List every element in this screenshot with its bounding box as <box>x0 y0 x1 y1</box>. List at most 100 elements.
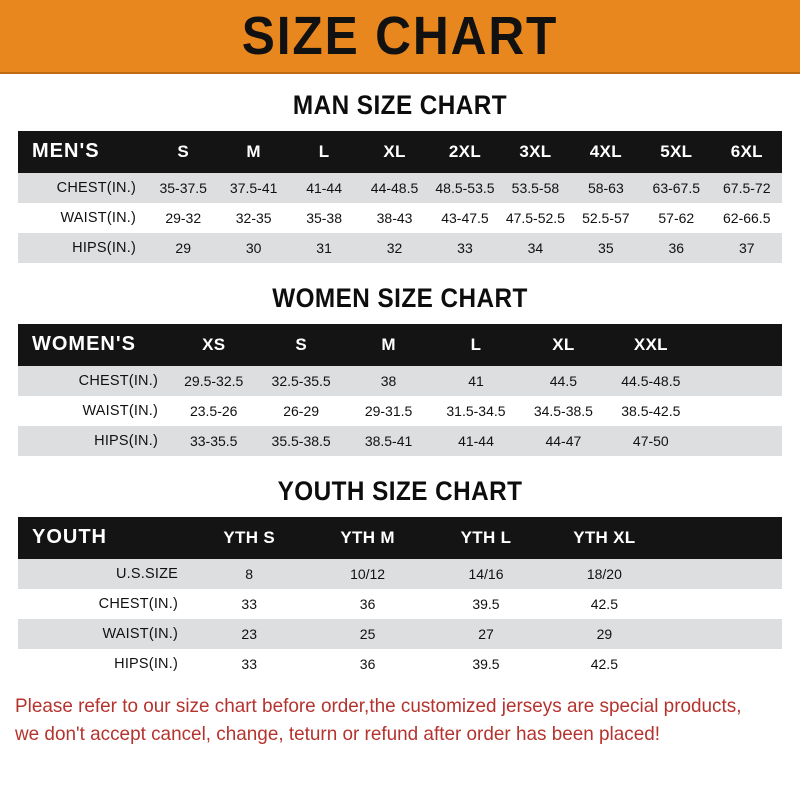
order-policy-note-line-1: Please refer to our size chart before or… <box>15 695 742 717</box>
man-column-header: L <box>288 131 360 173</box>
table-row: HIPS(IN.) 33 36 39.5 42.5 <box>18 649 782 679</box>
section-title-man: MAN SIZE CHART <box>292 90 508 120</box>
youth-cell: 36 <box>308 589 427 619</box>
man-cell: 47.5-52.5 <box>500 203 571 233</box>
youth-cell <box>663 589 782 619</box>
women-cell: 33-35.5 <box>170 426 258 456</box>
women-table-head: WOMEN'S XS S M L XL XXL <box>18 324 782 366</box>
youth-column-header: YTH M <box>308 517 427 559</box>
man-cell: 58-63 <box>570 173 642 203</box>
man-cell: 35 <box>570 233 642 263</box>
youth-row-label: HIPS(IN.) <box>18 649 190 679</box>
women-cell: 44-47 <box>519 426 608 456</box>
women-cell <box>694 366 782 396</box>
youth-column-header: YTH S <box>190 517 309 559</box>
man-cell: 62-66.5 <box>711 203 782 233</box>
man-cell: 29 <box>148 233 219 263</box>
table-row: HIPS(IN.) 29 30 31 32 33 34 35 36 37 <box>18 233 782 263</box>
youth-cell: 39.5 <box>426 649 546 679</box>
man-cell: 34 <box>500 233 571 263</box>
youth-cell: 42.5 <box>545 589 664 619</box>
women-column-header: XXL <box>607 324 695 366</box>
women-cell: 34.5-38.5 <box>519 396 608 426</box>
women-cell: 35.5-38.5 <box>257 426 345 456</box>
youth-cell: 27 <box>426 619 546 649</box>
women-header-row: WOMEN'S XS S M L XL XXL <box>18 324 782 366</box>
women-cell: 23.5-26 <box>170 396 258 426</box>
man-cell: 30 <box>218 233 289 263</box>
man-cell: 63-67.5 <box>641 173 712 203</box>
youth-header-row: YOUTH YTH S YTH M YTH L YTH XL <box>18 517 782 559</box>
youth-cell <box>663 619 782 649</box>
youth-column-header: YTH L <box>426 517 546 559</box>
youth-row-label: U.S.SIZE <box>18 559 190 589</box>
man-row-label: CHEST(IN.) <box>18 173 148 203</box>
man-cell: 48.5-53.5 <box>429 173 501 203</box>
women-column-header <box>694 324 782 366</box>
man-column-header: 4XL <box>570 131 642 173</box>
women-column-header: M <box>344 324 433 366</box>
women-column-header: XS <box>170 324 258 366</box>
page-banner: SIZE CHART <box>0 0 800 74</box>
women-column-header: XL <box>519 324 608 366</box>
youth-cell: 14/16 <box>426 559 546 589</box>
man-cell: 29-32 <box>148 203 219 233</box>
youth-table-body: U.S.SIZE 8 10/12 14/16 18/20 CHEST(IN.) 33 36 39… <box>18 559 782 679</box>
table-row: CHEST(IN.) 29.5-32.5 32.5-35.5 38 41 44.5 44.5… <box>18 366 782 396</box>
youth-cell: 33 <box>190 589 309 619</box>
youth-cell: 33 <box>190 649 309 679</box>
women-cell: 26-29 <box>257 396 345 426</box>
women-table-body: CHEST(IN.) 29.5-32.5 32.5-35.5 38 41 44.5 44.5… <box>18 366 782 456</box>
women-row-label: CHEST(IN.) <box>18 366 170 396</box>
man-cell: 37.5-41 <box>218 173 289 203</box>
man-table-body: CHEST(IN.) 35-37.5 37.5-41 41-44 44-48.5 48.5… <box>18 173 782 263</box>
women-cell: 29.5-32.5 <box>170 366 258 396</box>
man-column-header: 5XL <box>641 131 712 173</box>
man-cell: 33 <box>429 233 501 263</box>
youth-cell <box>663 649 782 679</box>
man-cell: 37 <box>711 233 782 263</box>
man-cell: 32-35 <box>218 203 289 233</box>
youth-cell: 8 <box>190 559 309 589</box>
women-row-label: HIPS(IN.) <box>18 426 170 456</box>
man-row-label: HIPS(IN.) <box>18 233 148 263</box>
women-cell: 38 <box>344 366 433 396</box>
banner-title: SIZE CHART <box>241 6 559 66</box>
section-title-women: WOMEN SIZE CHART <box>272 283 528 313</box>
women-size-table: WOMEN'S XS S M L XL XXL CHEST(IN.) 29.5-32.5 32.… <box>18 324 782 456</box>
man-column-header: M <box>218 131 289 173</box>
youth-label-header: YOUTH <box>18 517 190 559</box>
women-column-header: L <box>432 324 520 366</box>
table-row: WAIST(IN.) 23 25 27 29 <box>18 619 782 649</box>
youth-cell: 29 <box>545 619 664 649</box>
man-table-head: MEN'S S M L XL 2XL 3XL 4XL 5XL 6XL <box>18 131 782 173</box>
man-column-header: 6XL <box>711 131 782 173</box>
women-cell: 47-50 <box>607 426 695 456</box>
women-cell: 31.5-34.5 <box>432 396 520 426</box>
man-header-row: MEN'S S M L XL 2XL 3XL 4XL 5XL 6XL <box>18 131 782 173</box>
women-cell: 38.5-41 <box>344 426 433 456</box>
man-cell: 67.5-72 <box>711 173 782 203</box>
table-row: CHEST(IN.) 33 36 39.5 42.5 <box>18 589 782 619</box>
man-cell: 31 <box>288 233 360 263</box>
youth-column-header: YTH XL <box>545 517 664 559</box>
women-cell <box>694 396 782 426</box>
youth-cell: 39.5 <box>426 589 546 619</box>
youth-cell: 42.5 <box>545 649 664 679</box>
man-cell: 35-37.5 <box>148 173 219 203</box>
youth-cell <box>663 559 782 589</box>
man-cell: 38-43 <box>359 203 430 233</box>
man-column-header: XL <box>359 131 430 173</box>
youth-table-wrap: YOUTH YTH S YTH M YTH L YTH XL U.S.SIZE 8 10/1… <box>18 517 782 679</box>
youth-size-table: YOUTH YTH S YTH M YTH L YTH XL U.S.SIZE 8 10/1… <box>18 517 782 679</box>
man-cell: 52.5-57 <box>570 203 642 233</box>
youth-cell: 10/12 <box>308 559 427 589</box>
order-policy-note: Please refer to our size chart before or… <box>15 693 762 748</box>
women-table-wrap: WOMEN'S XS S M L XL XXL CHEST(IN.) 29.5-32.5 32.… <box>18 324 782 456</box>
women-cell: 41-44 <box>432 426 520 456</box>
man-cell: 57-62 <box>641 203 712 233</box>
man-row-label: WAIST(IN.) <box>18 203 148 233</box>
women-cell <box>694 426 782 456</box>
section-title-youth: YOUTH SIZE CHART <box>277 476 523 506</box>
man-cell: 53.5-58 <box>500 173 571 203</box>
